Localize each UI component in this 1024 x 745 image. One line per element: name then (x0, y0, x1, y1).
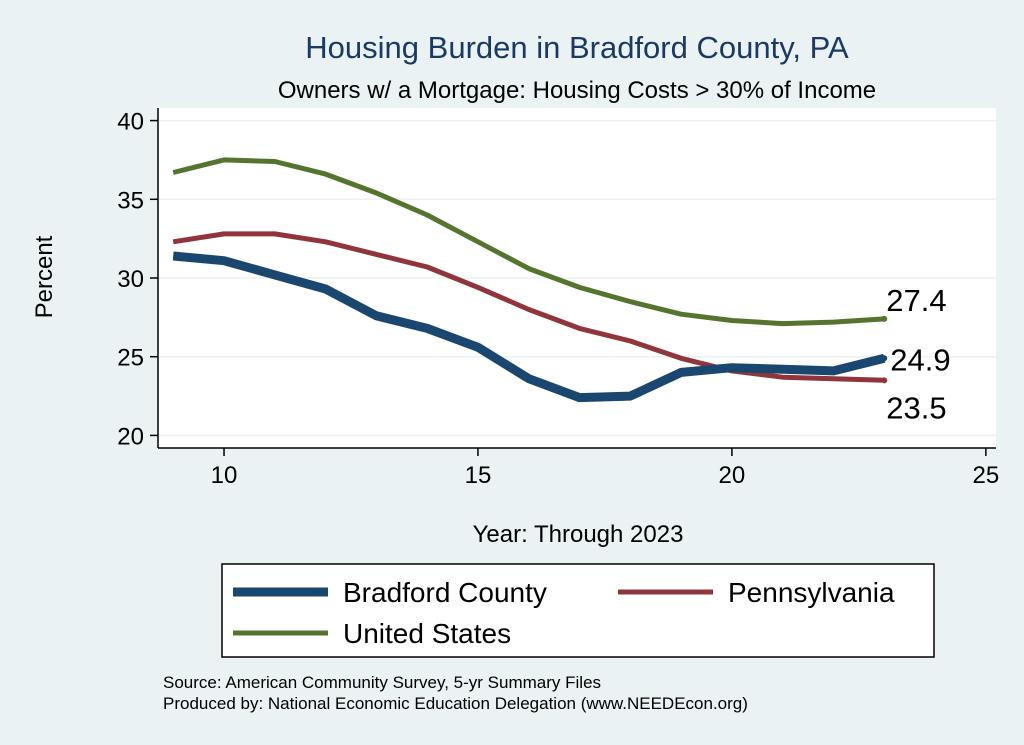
x-tick-label: 10 (211, 462, 238, 489)
y-axis-title: Percent (31, 235, 58, 318)
x-axis-title: Year: Through 2023 (473, 521, 684, 548)
legend-label-2: United States (343, 618, 511, 649)
series-line-2 (172, 157, 885, 327)
x-tick-label: 15 (465, 462, 492, 489)
x-tick-label: 25 (972, 462, 999, 489)
series-line-1 (172, 231, 885, 383)
y-tick-label: 20 (117, 423, 144, 450)
legend-label-0: Bradford County (343, 577, 547, 608)
producer-note: Produced by: National Economic Education… (163, 694, 748, 713)
series-end-point-1 (881, 377, 888, 384)
axes: 20 25 30 35 40 10 15 20 25 (117, 108, 999, 489)
series-end-point-0 (881, 355, 888, 362)
end-label-0: 24.9 (890, 342, 950, 377)
y-tick-label: 30 (117, 266, 144, 293)
y-tick-label: 35 (117, 187, 144, 214)
chart-subtitle: Owners w/ a Mortgage: Housing Costs > 30… (278, 77, 876, 104)
legend-label-1: Pennsylvania (728, 577, 895, 608)
series-lines (172, 157, 888, 403)
series-end-point-2 (881, 315, 888, 322)
chart-title: Housing Burden in Bradford County, PA (305, 30, 849, 65)
end-label-2: 27.4 (886, 283, 946, 318)
end-label-1: 23.5 (886, 390, 946, 425)
legend: Bradford County Pennsylvania United States (233, 577, 895, 649)
x-tick-label: 20 (719, 462, 746, 489)
end-labels: 24.9 23.5 27.4 (886, 283, 950, 425)
legend-box (221, 563, 935, 658)
series-line-0 (172, 251, 886, 403)
y-tick-label: 40 (117, 109, 144, 136)
source-note: Source: American Community Survey, 5-yr … (163, 673, 601, 692)
y-tick-label: 25 (117, 345, 144, 372)
